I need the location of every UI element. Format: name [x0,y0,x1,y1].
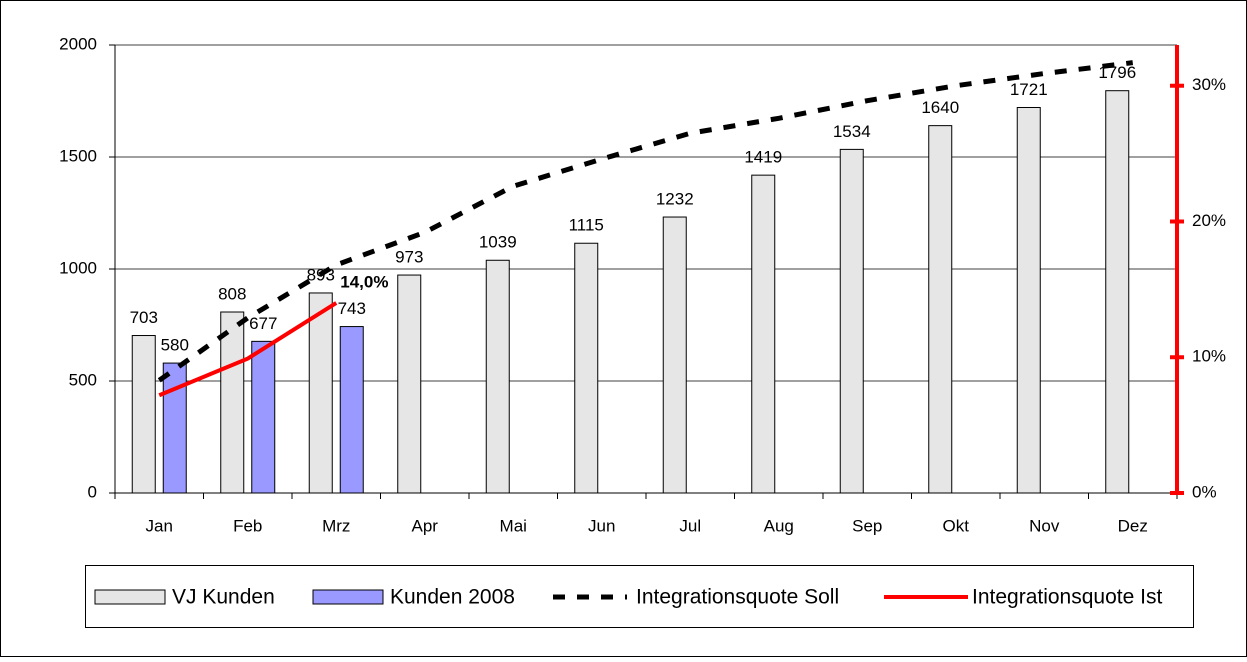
y-tick-label: 500 [69,370,97,389]
y-tick-label: 1500 [59,146,97,165]
bar-value-label: 1419 [744,148,782,167]
y2-tick-label: 20% [1192,211,1226,230]
legend-box [85,565,1194,628]
bar [397,274,422,494]
x-tick-label: Mrz [322,516,350,535]
line-series [157,60,1134,383]
x-tick-label: Nov [1029,516,1060,535]
bar-value-label: 1232 [656,190,694,209]
bar [251,340,276,494]
bar [485,259,510,494]
bar-value-label: 1640 [921,98,959,117]
bar-value-label: 1721 [1010,80,1048,99]
legend-swatch [312,589,384,605]
line-value-label: 14,0% [340,272,388,291]
legend-label: Integrationsquote Ist [972,586,1162,609]
y2-tick-label: 10% [1192,347,1226,366]
legend-swatch [94,589,166,605]
legend-label: Kunden 2008 [390,586,515,609]
x-tick-label: Apr [412,516,439,535]
bar [751,174,776,494]
y-tick-label: 2000 [59,34,97,53]
legend-label: VJ Kunden [172,586,275,609]
x-tick-label: Sep [852,516,882,535]
x-tick-label: Jun [588,516,615,535]
bar [308,292,333,494]
bar-value-label: 703 [130,308,158,327]
y2-tick-label: 0% [1192,482,1217,501]
line-series [158,301,338,398]
bar-value-label: 1115 [569,216,604,235]
bar-value-label: 677 [249,314,277,333]
bar-value-label: 1534 [833,122,871,141]
bar-value-label: 580 [161,336,189,355]
bar [574,242,599,494]
x-tick-label: Jan [146,516,173,535]
bar-value-label: 973 [395,248,423,267]
bar-value-label: 1039 [479,233,517,252]
x-tick-label: Dez [1118,516,1148,535]
bar [131,335,156,494]
bar-value-label: 743 [338,299,366,318]
bar [220,311,245,494]
bar [839,148,864,494]
legend-label: Integrationsquote Soll [636,586,839,609]
bar [928,125,953,494]
y-tick-label: 0 [88,482,97,501]
bar [1016,106,1041,494]
x-tick-label: Okt [943,516,970,535]
x-tick-label: Feb [233,516,262,535]
bar-value-label: 808 [218,284,246,303]
bar [162,362,187,494]
x-tick-label: Jul [679,516,701,535]
x-tick-label: Aug [764,516,794,535]
bar [1105,90,1130,494]
bar [662,216,687,494]
y2-tick-label: 30% [1192,75,1226,94]
y-tick-label: 1000 [59,258,97,277]
x-tick-label: Mai [500,516,527,535]
bar [339,326,364,494]
